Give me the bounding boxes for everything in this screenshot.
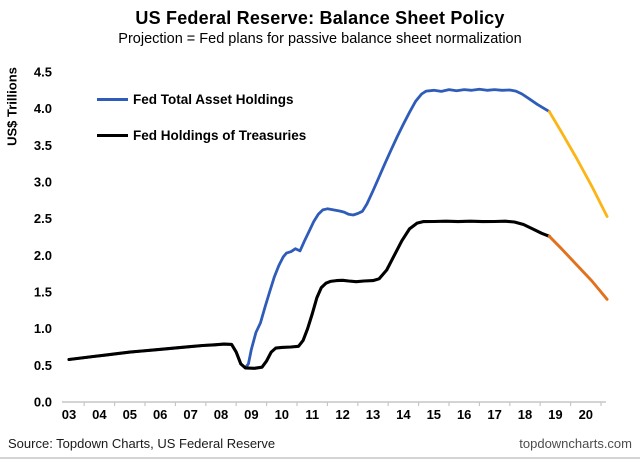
x-tick-label: 03 — [62, 407, 76, 422]
y-tick-label: 1.0 — [34, 321, 52, 336]
y-tick-label: 0.0 — [34, 395, 52, 410]
y-tick-label: 1.5 — [34, 285, 52, 300]
x-tick-label: 16 — [457, 407, 471, 422]
y-tick-label: 4.5 — [34, 65, 52, 80]
website-watermark: topdowncharts.com — [519, 436, 632, 451]
x-tick-label: 09 — [244, 407, 258, 422]
x-tick-label: 12 — [335, 407, 349, 422]
y-tick-label: 3.0 — [34, 175, 52, 190]
x-tick-label: 11 — [305, 407, 319, 422]
line-treasuries-projection — [547, 234, 609, 301]
x-tick-label: 13 — [366, 407, 380, 422]
x-tick-label: 07 — [183, 407, 197, 422]
x-tick-label: 15 — [427, 407, 441, 422]
legend-line-swatch-blue — [97, 98, 128, 101]
x-tick-label: 19 — [548, 407, 562, 422]
x-tick-label: 14 — [396, 407, 411, 422]
x-tick-label: 08 — [214, 407, 228, 422]
y-tick-label: 4.0 — [34, 101, 52, 116]
chart-title: US Federal Reserve: Balance Sheet Policy — [135, 8, 505, 28]
y-tick-label: 2.0 — [34, 248, 52, 263]
source-attribution: Source: Topdown Charts, US Federal Reser… — [8, 436, 276, 451]
legend-label: Fed Total Asset Holdings — [133, 92, 294, 107]
y-axis-title: US$ Trillions — [4, 67, 20, 146]
line-total-assets-projection — [547, 110, 609, 218]
legend-line-swatch-black — [97, 134, 128, 137]
x-tick-label: 05 — [123, 407, 137, 422]
legend-label: Fed Holdings of Treasuries — [133, 128, 307, 143]
x-tick-label: 17 — [487, 407, 501, 422]
footer-divider — [0, 457, 640, 459]
x-tick-label: 06 — [153, 407, 167, 422]
chart-subtitle: Projection = Fed plans for passive balan… — [118, 31, 522, 47]
x-tick-label: 04 — [92, 407, 107, 422]
line-treasuries-actual — [67, 219, 551, 370]
legend-item-treasuries: Fed Holdings of Treasuries — [97, 128, 306, 143]
y-tick-label: 3.5 — [34, 138, 52, 153]
x-tick-label: 10 — [275, 407, 289, 422]
y-tick-label: 0.5 — [34, 358, 52, 373]
legend-item-total-assets: Fed Total Asset Holdings — [97, 92, 294, 107]
x-tick-label: 18 — [518, 407, 532, 422]
x-tick-label: 20 — [579, 407, 593, 422]
y-tick-label: 2.5 — [34, 211, 52, 226]
